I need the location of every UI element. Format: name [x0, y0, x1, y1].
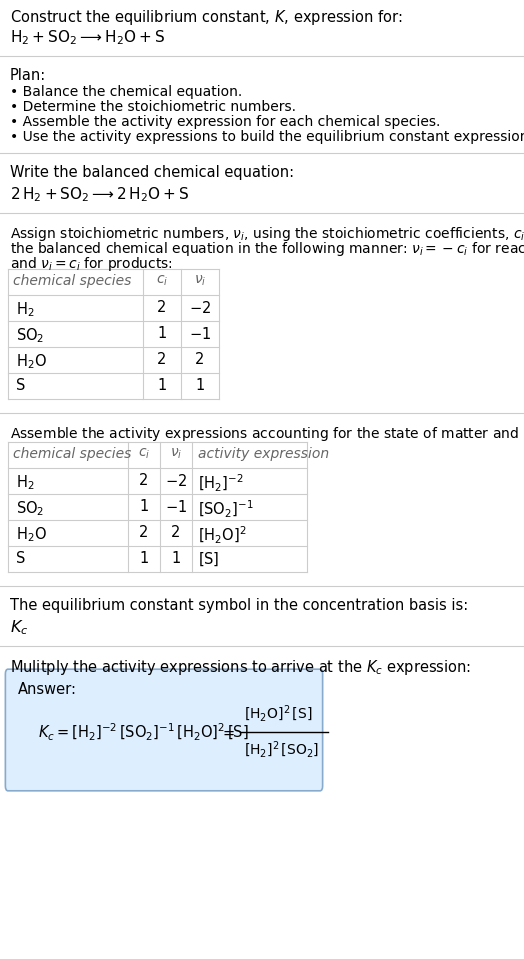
- Text: $[\mathrm{H_2}]^{-2}$: $[\mathrm{H_2}]^{-2}$: [198, 473, 244, 494]
- Text: Plan:: Plan:: [10, 68, 46, 83]
- Text: the balanced chemical equation in the following manner: $\nu_i = -c_i$ for react: the balanced chemical equation in the fo…: [10, 240, 524, 258]
- Text: $[\mathrm{H_2O}]^2\,[\mathrm{S}]$: $[\mathrm{H_2O}]^2\,[\mathrm{S}]$: [244, 704, 312, 724]
- Text: $-2$: $-2$: [189, 300, 211, 316]
- Text: $\mathrm{H_2}$: $\mathrm{H_2}$: [16, 300, 35, 318]
- Text: $K_c = [\mathrm{H_2}]^{-2}\,[\mathrm{SO_2}]^{-1}\,[\mathrm{H_2O}]^2\,[\mathrm{S}: $K_c = [\mathrm{H_2}]^{-2}\,[\mathrm{SO_…: [38, 721, 249, 742]
- Text: • Determine the stoichiometric numbers.: • Determine the stoichiometric numbers.: [10, 100, 296, 114]
- Text: $c_i$: $c_i$: [156, 274, 168, 289]
- Text: 2: 2: [139, 473, 149, 488]
- Text: 1: 1: [195, 378, 205, 393]
- Text: 2: 2: [157, 352, 167, 367]
- Text: • Assemble the activity expression for each chemical species.: • Assemble the activity expression for e…: [10, 115, 440, 129]
- Text: The equilibrium constant symbol in the concentration basis is:: The equilibrium constant symbol in the c…: [10, 598, 468, 613]
- Text: 2: 2: [139, 525, 149, 540]
- Text: 2: 2: [195, 352, 205, 367]
- Text: Write the balanced chemical equation:: Write the balanced chemical equation:: [10, 165, 294, 180]
- Text: $\mathrm{2\,H_2 + SO_2 \longrightarrow 2\,H_2O + S}$: $\mathrm{2\,H_2 + SO_2 \longrightarrow 2…: [10, 185, 189, 203]
- Text: $\mathrm{SO_2}$: $\mathrm{SO_2}$: [16, 499, 45, 518]
- Text: $c_i$: $c_i$: [138, 447, 150, 461]
- Text: $K_c$: $K_c$: [10, 618, 28, 637]
- Text: Answer:: Answer:: [18, 682, 77, 697]
- Text: $-1$: $-1$: [189, 326, 211, 342]
- Text: Assemble the activity expressions accounting for the state of matter and $\nu_i$: Assemble the activity expressions accoun…: [10, 425, 524, 443]
- Text: 1: 1: [139, 551, 149, 566]
- Text: $[\mathrm{H_2O}]^2$: $[\mathrm{H_2O}]^2$: [198, 525, 247, 546]
- Text: chemical species: chemical species: [13, 447, 132, 461]
- Text: $=$: $=$: [220, 724, 236, 739]
- Text: $[\mathrm{H_2}]^2\,[\mathrm{SO_2}]$: $[\mathrm{H_2}]^2\,[\mathrm{SO_2}]$: [244, 739, 319, 760]
- Text: $\nu_i$: $\nu_i$: [194, 274, 206, 289]
- Text: 2: 2: [157, 300, 167, 315]
- Text: 1: 1: [171, 551, 181, 566]
- Text: S: S: [16, 551, 25, 566]
- Text: $\mathrm{H_2}$: $\mathrm{H_2}$: [16, 473, 35, 492]
- Text: 1: 1: [157, 326, 167, 341]
- Text: $\mathrm{H_2O}$: $\mathrm{H_2O}$: [16, 525, 47, 544]
- Text: $\mathrm{H_2O}$: $\mathrm{H_2O}$: [16, 352, 47, 371]
- Text: $\mathrm{H_2 + SO_2 \longrightarrow H_2O + S}$: $\mathrm{H_2 + SO_2 \longrightarrow H_2O…: [10, 28, 165, 47]
- Text: S: S: [16, 378, 25, 393]
- Text: and $\nu_i = c_i$ for products:: and $\nu_i = c_i$ for products:: [10, 255, 173, 273]
- Text: 2: 2: [171, 525, 181, 540]
- Text: chemical species: chemical species: [13, 274, 132, 288]
- Text: 1: 1: [139, 499, 149, 514]
- Text: Mulitply the activity expressions to arrive at the $K_c$ expression:: Mulitply the activity expressions to arr…: [10, 658, 471, 677]
- Text: $[\mathrm{S}]$: $[\mathrm{S}]$: [198, 551, 220, 569]
- FancyBboxPatch shape: [5, 669, 323, 791]
- Text: $-2$: $-2$: [165, 473, 187, 489]
- Text: activity expression: activity expression: [198, 447, 329, 461]
- Text: $-1$: $-1$: [165, 499, 187, 515]
- Text: Construct the equilibrium constant, $K$, expression for:: Construct the equilibrium constant, $K$,…: [10, 8, 402, 27]
- Text: • Use the activity expressions to build the equilibrium constant expression.: • Use the activity expressions to build …: [10, 130, 524, 144]
- Text: $\nu_i$: $\nu_i$: [170, 447, 182, 461]
- Text: Assign stoichiometric numbers, $\nu_i$, using the stoichiometric coefficients, $: Assign stoichiometric numbers, $\nu_i$, …: [10, 225, 524, 243]
- Text: $\mathrm{SO_2}$: $\mathrm{SO_2}$: [16, 326, 45, 344]
- Text: $[\mathrm{SO_2}]^{-1}$: $[\mathrm{SO_2}]^{-1}$: [198, 499, 254, 520]
- Text: • Balance the chemical equation.: • Balance the chemical equation.: [10, 85, 242, 99]
- Text: 1: 1: [157, 378, 167, 393]
